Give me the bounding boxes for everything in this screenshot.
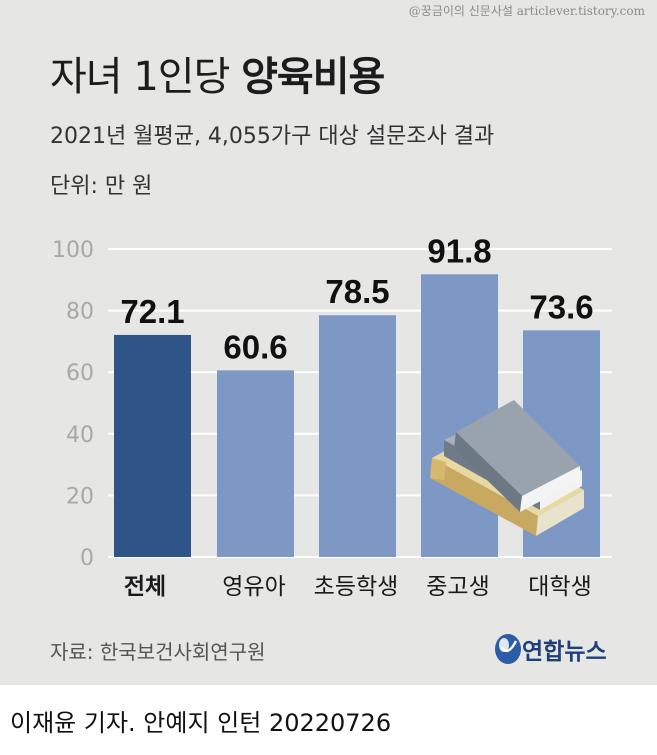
x-axis-labels: 전체 영유아 초등학생 중고생 대학생: [124, 574, 592, 600]
unit-label: 단위: 만 원: [50, 174, 153, 199]
x-tick-label: 초등학생: [314, 574, 399, 600]
value-label: 60.6: [223, 328, 287, 365]
y-tick-label: 100: [52, 238, 94, 263]
value-label: 78.5: [325, 273, 389, 310]
bar-chart: 0 20 40 60 80 100 72.1 60.6 78.5 91.8 73.6 전체 영유아 초…: [52, 232, 612, 600]
bar: [114, 334, 191, 557]
y-tick-label: 80: [66, 300, 94, 325]
y-tick-label: 40: [66, 423, 94, 448]
value-label: 73.6: [529, 288, 593, 325]
chart-title: 자녀 1인당 양육비용: [50, 44, 385, 102]
x-tick-label: 영유아: [222, 574, 285, 600]
bar: [217, 370, 294, 557]
value-label: 72.1: [120, 293, 184, 330]
title-normal: 자녀 1인당: [50, 54, 242, 100]
watermark: @꿍금이의 신문사설 articlever.tistory.com: [408, 4, 645, 18]
value-label: 91.8: [427, 232, 491, 269]
x-tick-label: 대학생: [528, 574, 591, 600]
y-tick-label: 0: [80, 546, 94, 571]
x-tick-label: 중고생: [426, 574, 489, 600]
books-icon: [430, 400, 584, 536]
byline: 이재윤 기자. 안예지 인턴 20220726: [10, 709, 392, 737]
y-tick-label: 20: [66, 484, 94, 509]
bar: [319, 315, 396, 557]
bars: [114, 274, 600, 557]
y-axis-ticks: 0 20 40 60 80 100: [52, 238, 94, 571]
x-tick-label: 전체: [124, 574, 166, 600]
logo-text: 연합뉴스: [522, 639, 607, 665]
source-note: 자료: 한국보건사회연구원: [50, 640, 266, 664]
y-tick-label: 60: [66, 361, 94, 386]
value-labels: 72.1 60.6 78.5 91.8 73.6: [120, 232, 593, 365]
yonhap-logo-icon: [495, 634, 521, 664]
bar: [421, 274, 498, 557]
chart-subtitle: 2021년 월평균, 4,055가구 대상 설문조사 결과: [50, 124, 495, 149]
title-highlight: 양육비용: [241, 54, 385, 100]
